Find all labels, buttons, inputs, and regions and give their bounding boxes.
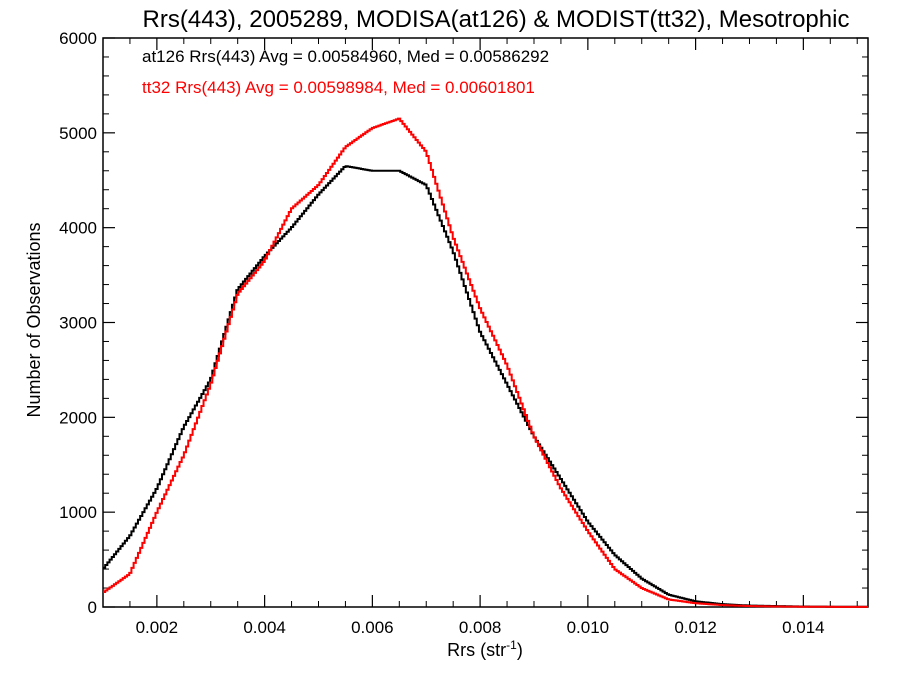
- y-axis-label: Number of Observations: [24, 222, 44, 417]
- y-tick-label: 1000: [59, 503, 97, 522]
- series-layer: [103, 117, 868, 608]
- y-tick-label: 4000: [59, 219, 97, 238]
- x-tick-label: 0.014: [782, 618, 825, 637]
- series-line-0: [103, 165, 868, 608]
- y-tick-label: 3000: [59, 314, 97, 333]
- annotation-at126: at126 Rrs(443) Avg = 0.00584960, Med = 0…: [142, 47, 549, 66]
- chart-title: Rrs(443), 2005289, MODISA(at126) & MODIS…: [143, 6, 850, 33]
- x-tick-label: 0.012: [674, 618, 717, 637]
- x-axis-label: Rrs (str-1): [447, 638, 523, 660]
- series-line-1: [103, 117, 868, 608]
- x-tick-label: 0.008: [459, 618, 502, 637]
- annotation-tt32: tt32 Rrs(443) Avg = 0.00598984, Med = 0.…: [142, 78, 535, 97]
- x-tick-label: 0.010: [567, 618, 610, 637]
- x-tick-label: 0.002: [136, 618, 179, 637]
- tick-labels: 0.002 0.004 0.006 0.008 0.010 0.012 0.014 0 1000…: [59, 29, 824, 637]
- y-tick-label: 2000: [59, 408, 97, 427]
- x-tick-label: 0.004: [243, 618, 286, 637]
- y-tick-label: 0: [88, 598, 97, 617]
- y-tick-label: 5000: [59, 124, 97, 143]
- axis-ticks: [103, 37, 868, 608]
- y-tick-label: 6000: [59, 29, 97, 48]
- x-tick-label: 0.006: [351, 618, 394, 637]
